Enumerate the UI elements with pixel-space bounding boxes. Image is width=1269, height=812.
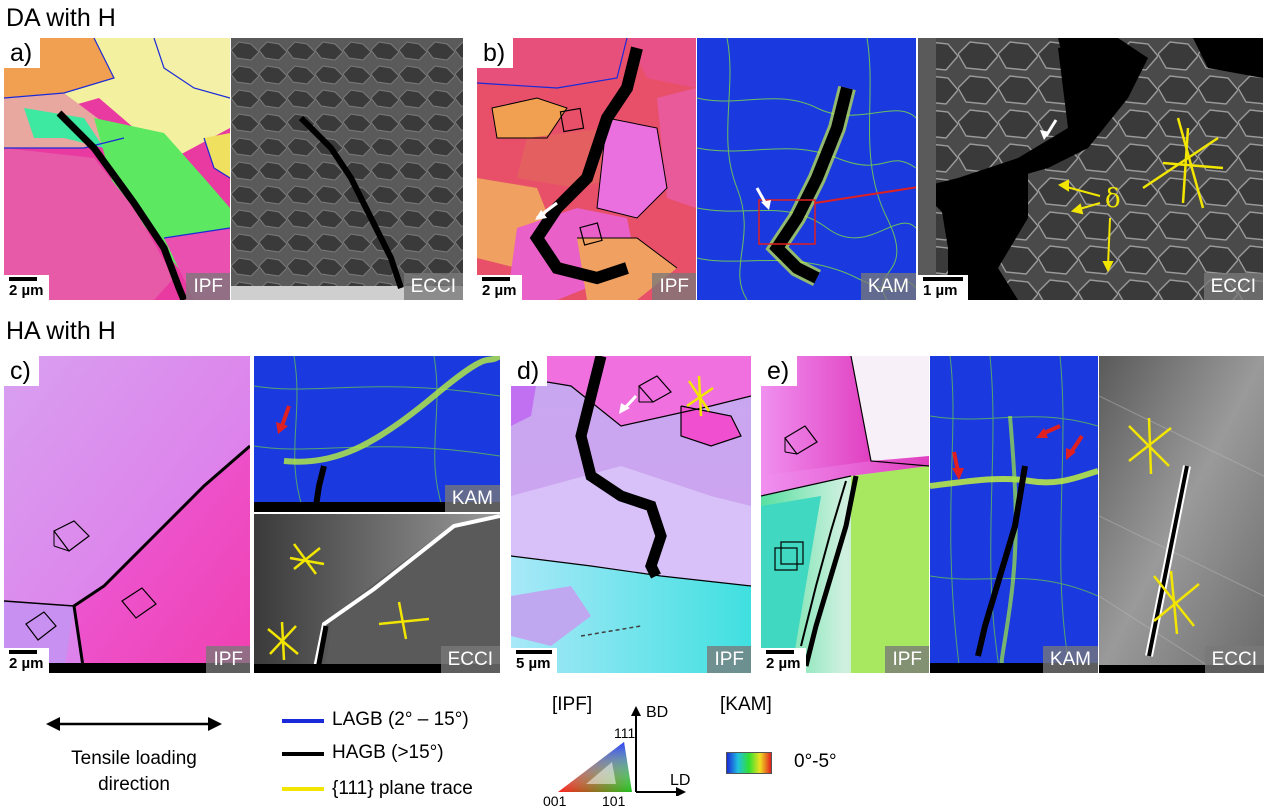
tensile-legend-line2: direction xyxy=(98,774,170,795)
panel-c-ipf-label: IPF xyxy=(206,646,250,673)
panel-b-ecci-label: ECCI xyxy=(1203,273,1263,300)
panel-d-scale-bar: 5 µm xyxy=(511,648,557,673)
panel-e-kam-label: KAM xyxy=(1042,646,1098,673)
panel-c-tag: c) xyxy=(4,356,39,386)
bd-ld-axes-icon xyxy=(631,706,686,796)
panel-c-kam-map: KAM xyxy=(254,356,500,512)
panel-a-ipf-label: IPF xyxy=(186,273,230,300)
plane-trace-legend-swatch xyxy=(282,787,324,791)
panel-a-scale-bar: 2 µm xyxy=(4,275,49,300)
lagb-legend-swatch xyxy=(282,719,324,723)
hagb-legend-swatch xyxy=(282,752,324,756)
ipf-color-triangle-icon xyxy=(558,742,632,792)
panel-b-ecci-image: δ 1 µm ECCI xyxy=(918,38,1263,300)
lagb-legend-label: LAGB (2° – 15°) xyxy=(332,709,469,730)
panel-e-tag: e) xyxy=(761,356,798,386)
panel-d-ipf-map: d) 5 µm IPF xyxy=(511,356,751,673)
panel-b-kam-label: KAM xyxy=(860,273,916,300)
panel-b-ecci-scale-bar: 1 µm xyxy=(918,275,968,300)
da-section-title: DA with H xyxy=(6,4,116,32)
panel-c-kam-label: KAM xyxy=(444,485,500,512)
tensile-direction-arrow-icon xyxy=(46,717,222,731)
panel-e-ecci-label: ECCI xyxy=(1204,646,1264,673)
kam-legend-heading: [KAM] xyxy=(720,694,772,715)
ipf-001-label: 001 xyxy=(543,793,567,809)
panel-e-ecci-image: ECCI xyxy=(1099,356,1264,673)
panel-a-ecci-label: ECCI xyxy=(403,273,463,300)
panel-d-ipf-label: IPF xyxy=(707,646,751,673)
panel-b-scale-bar: 2 µm xyxy=(477,275,522,300)
panel-b-delta-label: δ xyxy=(1105,184,1121,214)
panel-b-tag: b) xyxy=(477,38,514,68)
ipf-legend-heading: [IPF] xyxy=(552,694,593,715)
tensile-legend-line1: Tensile loading xyxy=(71,748,197,769)
ld-axis-label: LD xyxy=(670,772,691,789)
panel-b-ipf-label: IPF xyxy=(652,273,696,300)
ipf-101-label: 101 xyxy=(602,793,626,809)
panel-e-ipf-label: IPF xyxy=(885,646,929,673)
panel-e-kam-map: KAM xyxy=(930,356,1098,673)
kam-range-label: 0°-5° xyxy=(794,751,837,772)
kam-color-bar xyxy=(726,752,772,774)
ipf-111-label: 111 xyxy=(614,725,636,741)
panel-c-ipf-map: c) 2 µm IPF xyxy=(4,356,250,673)
bd-axis-label: BD xyxy=(646,704,669,721)
panel-d-tag: d) xyxy=(511,356,548,386)
panel-a-ecci-image: ECCI xyxy=(231,38,463,300)
panel-b-ipf-map: b) 2 µm IPF xyxy=(477,38,696,300)
panel-e-scale-bar: 2 µm xyxy=(761,648,806,673)
panel-b-kam-map: KAM xyxy=(697,38,916,300)
panel-c-scale-bar: 2 µm xyxy=(4,648,49,673)
ha-section-title: HA with H xyxy=(6,317,116,345)
panel-c-ecci-image: ECCI xyxy=(254,514,500,673)
panel-a-ipf-map: a) 2 µm IPF xyxy=(4,38,230,300)
panel-e-ipf-map: e) 2 µm IPF xyxy=(761,356,929,673)
panel-c-ecci-label: ECCI xyxy=(440,646,500,673)
hagb-legend-label: HAGB (>15°) xyxy=(332,742,444,763)
panel-a-tag: a) xyxy=(4,38,41,68)
plane-trace-legend-label: {111} plane trace xyxy=(332,778,473,799)
